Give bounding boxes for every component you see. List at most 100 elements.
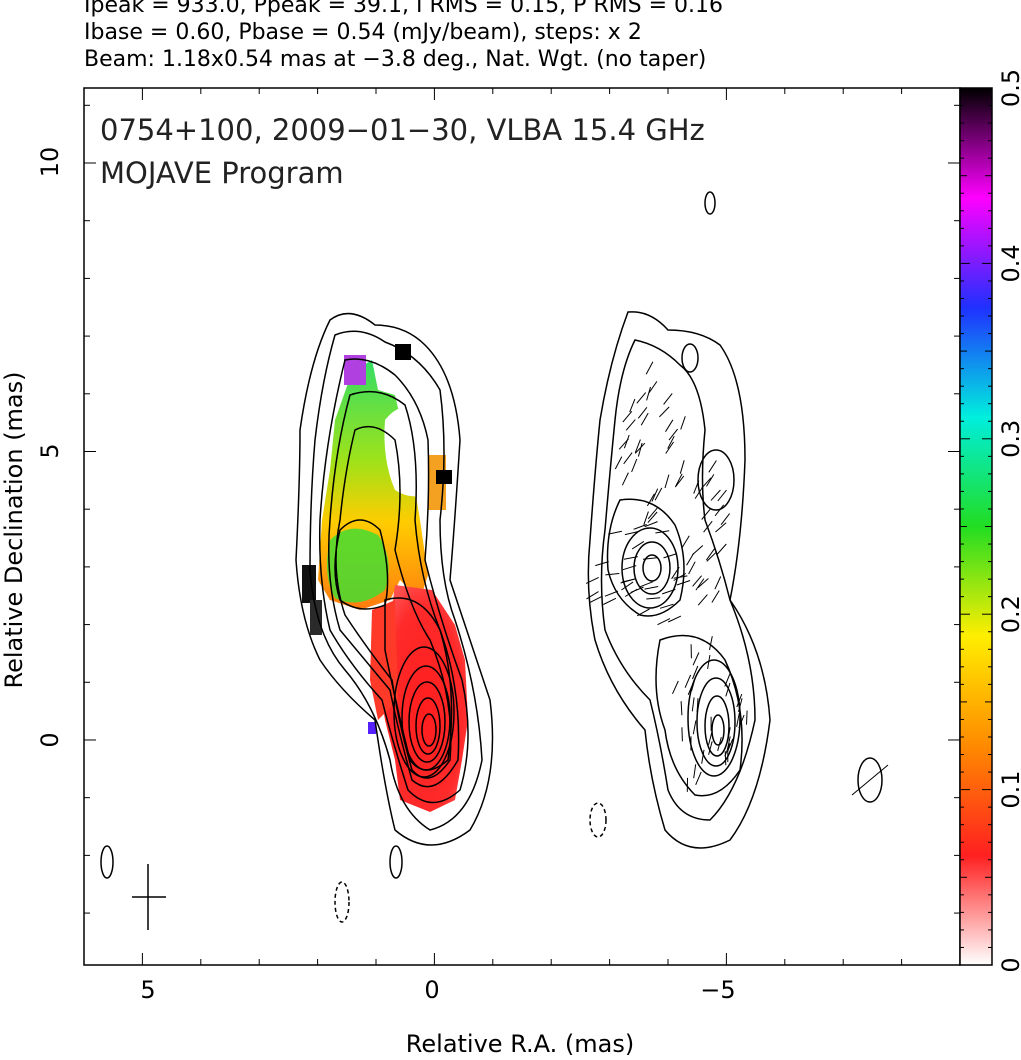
evpa-stick xyxy=(675,473,683,487)
contour xyxy=(642,554,662,582)
contour xyxy=(633,541,671,595)
contour-negative xyxy=(589,802,607,838)
evpa-stick xyxy=(724,673,731,687)
header-line-3: Beam: 1.18x0.54 mas at −3.8 deg., Nat. W… xyxy=(84,47,707,72)
evpa-stick xyxy=(631,540,645,550)
colorbar-tick-label: 0.4 xyxy=(997,244,1021,282)
evpa-stick xyxy=(648,381,658,394)
evpa-stick xyxy=(705,548,715,561)
colorbar-tick-label: 0.2 xyxy=(997,595,1021,633)
evpa-stick xyxy=(621,472,629,486)
evpa-stick xyxy=(703,520,713,533)
evpa-stick xyxy=(697,578,709,589)
evpa-stick xyxy=(625,419,636,431)
evpa-stick xyxy=(706,474,715,487)
colorbar-tick-label: 0.1 xyxy=(997,771,1021,809)
evpa-stick xyxy=(663,393,673,405)
evpa-stick xyxy=(738,714,745,729)
evpa-stick xyxy=(710,489,721,501)
evpa-stick xyxy=(684,674,692,688)
evpa-vectors xyxy=(585,361,889,796)
contour xyxy=(384,597,453,771)
evpa-stick xyxy=(708,731,713,745)
evpa-stick xyxy=(639,581,653,588)
evpa-stick xyxy=(622,565,637,571)
evpa-stick xyxy=(693,764,697,779)
left-total-intensity-contours xyxy=(100,312,494,930)
evpa-stick xyxy=(665,419,674,432)
evpa-stick xyxy=(692,720,697,735)
evpa-stick xyxy=(717,489,727,502)
evpa-stick xyxy=(708,741,713,755)
contour xyxy=(655,634,743,797)
evpa-stick xyxy=(621,581,634,591)
evpa-stick xyxy=(692,665,699,680)
evpa-stick xyxy=(694,486,704,499)
evpa-stick xyxy=(623,452,633,465)
evpa-stick xyxy=(716,543,727,555)
evpa-stick xyxy=(727,727,731,742)
evpa-stick xyxy=(695,578,705,591)
evpa-stick xyxy=(679,460,685,474)
contour xyxy=(295,312,494,846)
evpa-stick xyxy=(629,398,636,413)
evpa-stick xyxy=(640,412,649,426)
evpa-stick xyxy=(630,586,644,593)
evpa-stick xyxy=(714,504,725,517)
contour xyxy=(711,714,725,746)
evpa-stick xyxy=(663,553,678,559)
contour xyxy=(696,677,736,767)
evpa-stick xyxy=(608,530,623,535)
evpa-stick xyxy=(646,493,655,507)
x-tick-label-5: 5 xyxy=(140,976,155,1004)
contour xyxy=(621,527,679,609)
contour xyxy=(600,339,756,821)
evpa-stick xyxy=(657,618,671,626)
evpa-stick xyxy=(646,597,661,600)
evpa-stick xyxy=(680,701,683,716)
evpa-stick xyxy=(589,595,603,604)
x-tick-label-0: 0 xyxy=(424,976,439,1004)
evpa-stick xyxy=(655,530,670,534)
evpa-stick xyxy=(691,677,696,692)
evpa-stick xyxy=(667,615,682,623)
evpa-stick xyxy=(603,597,617,605)
evpa-stick xyxy=(644,521,658,528)
evpa-stick xyxy=(724,743,731,757)
evpa-stick xyxy=(605,573,620,576)
colorbar-tick-label: 0.5 xyxy=(997,69,1021,107)
evpa-stick xyxy=(665,441,675,454)
header-line-2: Ibase = 0.60, Pbase = 0.54 (mJy/beam), s… xyxy=(84,20,642,45)
x-axis-label: Relative R.A. (mas) xyxy=(406,1030,634,1058)
evpa-stick xyxy=(659,406,670,418)
evpa-stick xyxy=(668,428,678,441)
beam-ellipse-left xyxy=(100,845,114,879)
evpa-stick xyxy=(707,655,711,669)
evpa-stick xyxy=(693,480,700,494)
evpa-stick xyxy=(681,727,683,742)
contour xyxy=(309,330,483,831)
contour-isolated xyxy=(704,191,716,215)
evpa-stick xyxy=(687,681,695,695)
evpa-stick xyxy=(595,561,609,567)
contour-knot-small xyxy=(681,343,699,373)
evpa-stick xyxy=(671,566,680,580)
colorbar-tick-label: 0 xyxy=(997,957,1021,972)
evpa-stick xyxy=(586,591,599,600)
evpa-stick xyxy=(631,458,638,473)
evpa-stick xyxy=(717,737,722,752)
evpa-stick xyxy=(692,545,704,556)
evpa-stick xyxy=(691,697,695,712)
evpa-stick xyxy=(647,511,658,523)
evpa-stick xyxy=(645,361,654,375)
beam-pa-line-right xyxy=(851,764,889,796)
pol-image-hole xyxy=(384,407,434,497)
evpa-stick xyxy=(736,713,740,727)
evpa-stick xyxy=(714,576,722,590)
evpa-stick xyxy=(746,710,748,725)
evpa-stick xyxy=(637,442,643,457)
evpa-stick xyxy=(701,749,705,764)
evpa-stick xyxy=(708,460,717,473)
contour xyxy=(415,697,441,755)
